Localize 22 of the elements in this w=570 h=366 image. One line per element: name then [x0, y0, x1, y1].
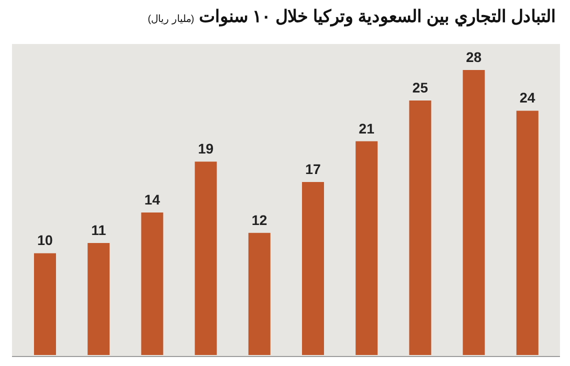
chart-subtitle: (مليار ريال)	[148, 14, 194, 25]
bar	[462, 70, 485, 355]
bar	[409, 100, 432, 355]
bar	[88, 243, 110, 355]
data-label: 25	[412, 80, 428, 96]
data-label: 11	[91, 222, 106, 238]
data-label: 28	[466, 49, 482, 65]
data-label: 21	[358, 120, 375, 136]
bar	[194, 162, 217, 355]
data-label: 17	[305, 160, 321, 177]
data-label: 24	[520, 90, 536, 106]
bar	[34, 253, 56, 355]
bar	[248, 232, 270, 355]
data-label: 12	[252, 212, 268, 228]
bar	[302, 182, 324, 355]
bar	[356, 141, 378, 355]
data-label: 14	[144, 192, 160, 208]
chart-title: التبادل التجاري بين السعودية وتركيا خلال ١٠ سنوات	[198, 7, 556, 26]
bar	[516, 110, 538, 355]
bar	[141, 212, 164, 355]
data-label: 19	[198, 140, 214, 157]
data-label: 10	[37, 232, 53, 248]
